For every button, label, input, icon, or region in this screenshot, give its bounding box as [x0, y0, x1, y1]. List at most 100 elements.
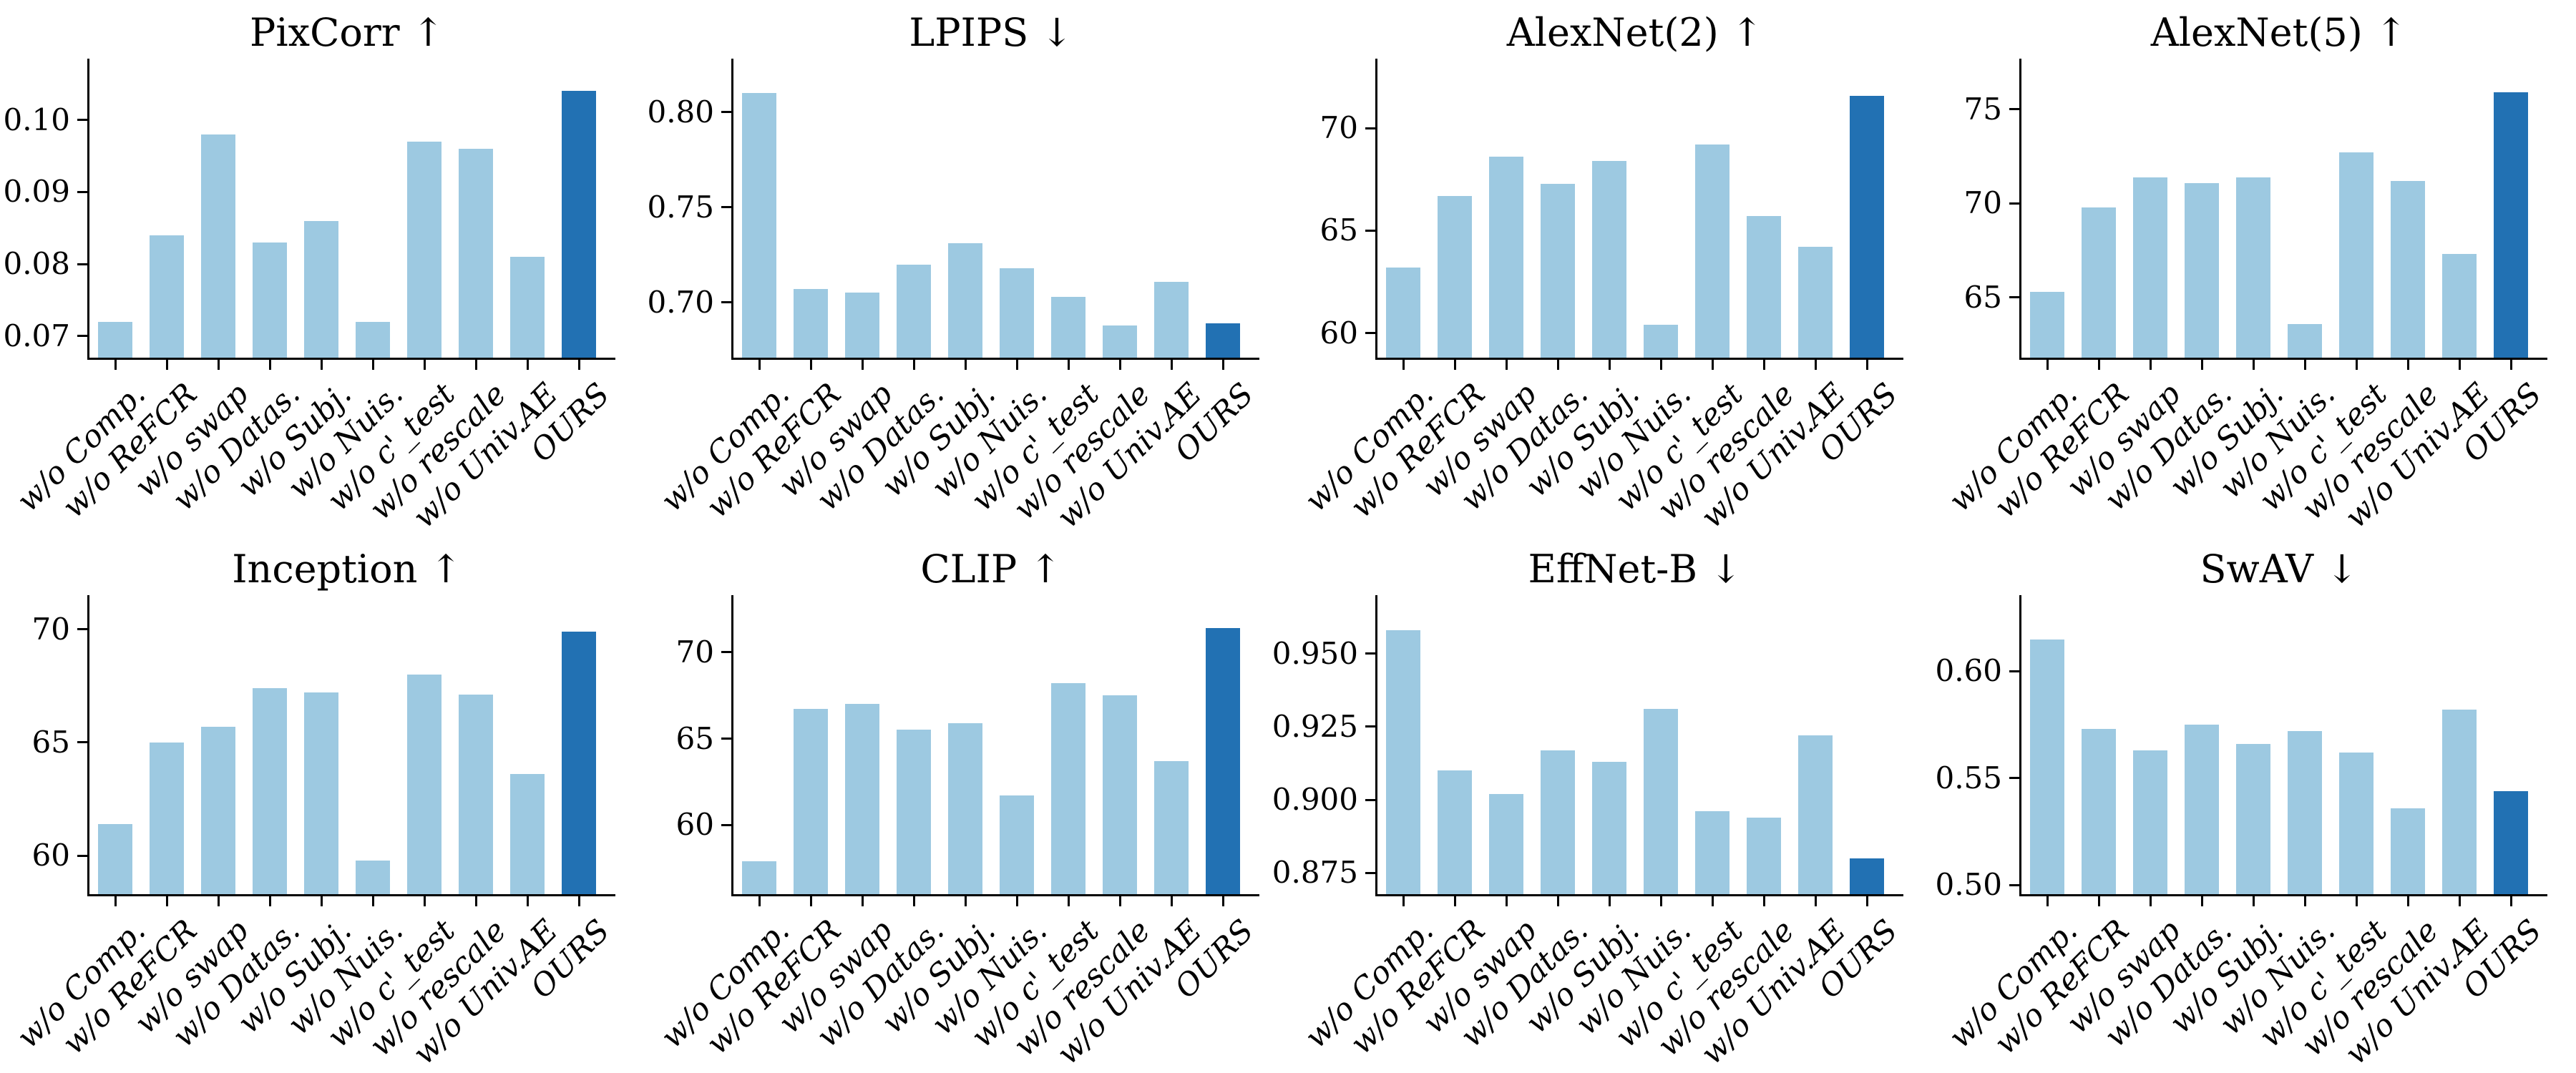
y-tick-label: 65 [1963, 279, 2002, 315]
chart-effnet-b: EffNet-B ↓ 0.875 0.900 0.925 0.950 w/o Comp.… [1272, 536, 1932, 1073]
bar-w-o-datas [1540, 750, 1576, 894]
bar-w-o-univ-ae [2441, 254, 2477, 358]
chart-title-alexnet2: AlexNet(2) ↑ [1506, 10, 1764, 55]
x-tick-mark [1067, 360, 1070, 370]
bar-w-o-nuis [355, 860, 391, 894]
x-tick-mark [268, 896, 271, 906]
y-tick-mark [721, 823, 731, 826]
bar-w-o-c-test [1050, 683, 1086, 894]
x-tick-mark [165, 360, 168, 370]
y-tick-mark [77, 263, 87, 265]
x-tick-mark [1118, 360, 1121, 370]
chart-lpips: LPIPS ↓ 0.70 0.75 0.80 w/o Comp. w/o ReFCR w/… [644, 0, 1288, 536]
y-tick-mark [2009, 777, 2019, 780]
x-tick-mark [2200, 896, 2203, 906]
x-tick-mark [964, 896, 967, 906]
y-tick-label: 0.900 [1272, 782, 1358, 818]
bar-ours [1849, 858, 1885, 894]
bar-ours [1205, 323, 1241, 358]
x-tick-mark [423, 360, 426, 370]
bar-w-o-comp [2029, 639, 2065, 894]
bar-w-o-comp [97, 823, 133, 894]
y-axis-spine [1375, 595, 1377, 896]
x-tick-mark [268, 360, 271, 370]
y-tick-mark [77, 628, 87, 630]
x-tick-mark [2046, 896, 2049, 906]
y-tick-mark [1365, 229, 1375, 232]
y-tick-label: 0.50 [1935, 867, 2002, 903]
y-tick-mark [721, 206, 731, 209]
x-tick-mark [758, 896, 761, 906]
y-axis-spine [731, 59, 733, 360]
chart-title-alexnet5: AlexNet(5) ↑ [2150, 10, 2408, 55]
x-tick-mark [861, 896, 864, 906]
plot-area-alexnet2: 60 65 70 w/o Comp. w/o ReFCR w/o swap w/o Data… [1288, 0, 1932, 536]
bar-w-o-swap [844, 704, 880, 894]
x-tick-mark [2252, 896, 2255, 906]
bar-w-o-c-test [2338, 753, 2374, 894]
y-tick-mark [1365, 127, 1375, 129]
bar-w-o-subj [303, 220, 339, 358]
y-tick-label: 0.10 [3, 102, 70, 137]
bar-w-o-swap [2132, 177, 2168, 358]
bar-w-o-refcr [793, 709, 829, 894]
y-tick-mark [2009, 883, 2019, 886]
y-tick-mark [2009, 670, 2019, 672]
x-tick-mark [1556, 896, 1559, 906]
bar-w-o-refcr [149, 235, 185, 358]
y-tick-mark [1365, 725, 1375, 728]
x-tick-mark [1556, 360, 1559, 370]
y-tick-label: 70 [1963, 185, 2002, 221]
x-tick-mark [1170, 896, 1173, 906]
bar-w-o-rescale [1746, 216, 1782, 358]
bar-w-o-univ-ae [1153, 281, 1189, 358]
x-axis-spine [1375, 358, 1903, 360]
y-axis-spine [2019, 59, 2021, 360]
bar-w-o-c-test [406, 674, 442, 894]
x-tick-mark [1659, 360, 1662, 370]
plot-area-clip: 60 65 70 w/o Comp. w/o ReFCR w/o swap w/o Data… [644, 536, 1288, 1073]
bar-w-o-c-test [1050, 296, 1086, 358]
x-tick-mark [2303, 360, 2306, 370]
x-tick-mark [1814, 360, 1817, 370]
y-tick-label: 60 [675, 807, 714, 843]
x-tick-mark [1221, 360, 1224, 370]
x-tick-mark [2406, 360, 2409, 370]
y-tick-mark [1365, 332, 1375, 335]
bar-w-o-univ-ae [509, 774, 545, 894]
bar-w-o-datas [252, 687, 288, 894]
y-tick-mark [2009, 202, 2019, 205]
bar-w-o-nuis [2287, 731, 2323, 894]
x-tick-mark [2046, 360, 2049, 370]
bar-w-o-refcr [2081, 729, 2117, 894]
plot-area-swav: 0.50 0.55 0.60 w/o Comp. w/o ReFCR w/o swap w/… [1932, 536, 2576, 1073]
y-tick-mark [77, 854, 87, 857]
chart-inception: Inception ↑ 60 65 70 w/o Comp. w/o ReFCR w/o … [0, 536, 644, 1073]
bar-ours [561, 91, 597, 358]
x-tick-mark [320, 896, 323, 906]
x-tick-mark [1170, 360, 1173, 370]
y-tick-label: 0.950 [1272, 635, 1358, 671]
bar-w-o-subj [1591, 161, 1627, 358]
y-tick-label: 0.70 [647, 284, 714, 320]
x-tick-mark [371, 896, 374, 906]
chart-pixcorr: PixCorr ↑ 0.07 0.08 0.09 0.10 w/o Comp. w/o R… [0, 0, 644, 536]
x-tick-mark [964, 360, 967, 370]
x-tick-mark [114, 896, 117, 906]
y-tick-mark [1365, 871, 1375, 874]
y-tick-label: 60 [31, 838, 70, 873]
bar-w-o-rescale [2390, 180, 2426, 358]
bar-w-o-datas [896, 730, 932, 894]
chart-title-lpips: LPIPS ↓ [909, 10, 1073, 55]
x-tick-mark [217, 360, 220, 370]
x-tick-mark [1067, 896, 1070, 906]
plot-area-effnet-b: 0.875 0.900 0.925 0.950 w/o Comp. w/o ReFCR w/… [1272, 536, 1932, 1073]
chart-title-clip: CLIP ↑ [920, 547, 1062, 592]
bar-w-o-refcr [1437, 195, 1473, 358]
x-tick-mark [474, 896, 477, 906]
x-tick-mark [2355, 896, 2358, 906]
chart-title-inception: Inception ↑ [232, 547, 462, 592]
bar-w-o-refcr [1437, 770, 1473, 894]
x-tick-mark [526, 360, 529, 370]
